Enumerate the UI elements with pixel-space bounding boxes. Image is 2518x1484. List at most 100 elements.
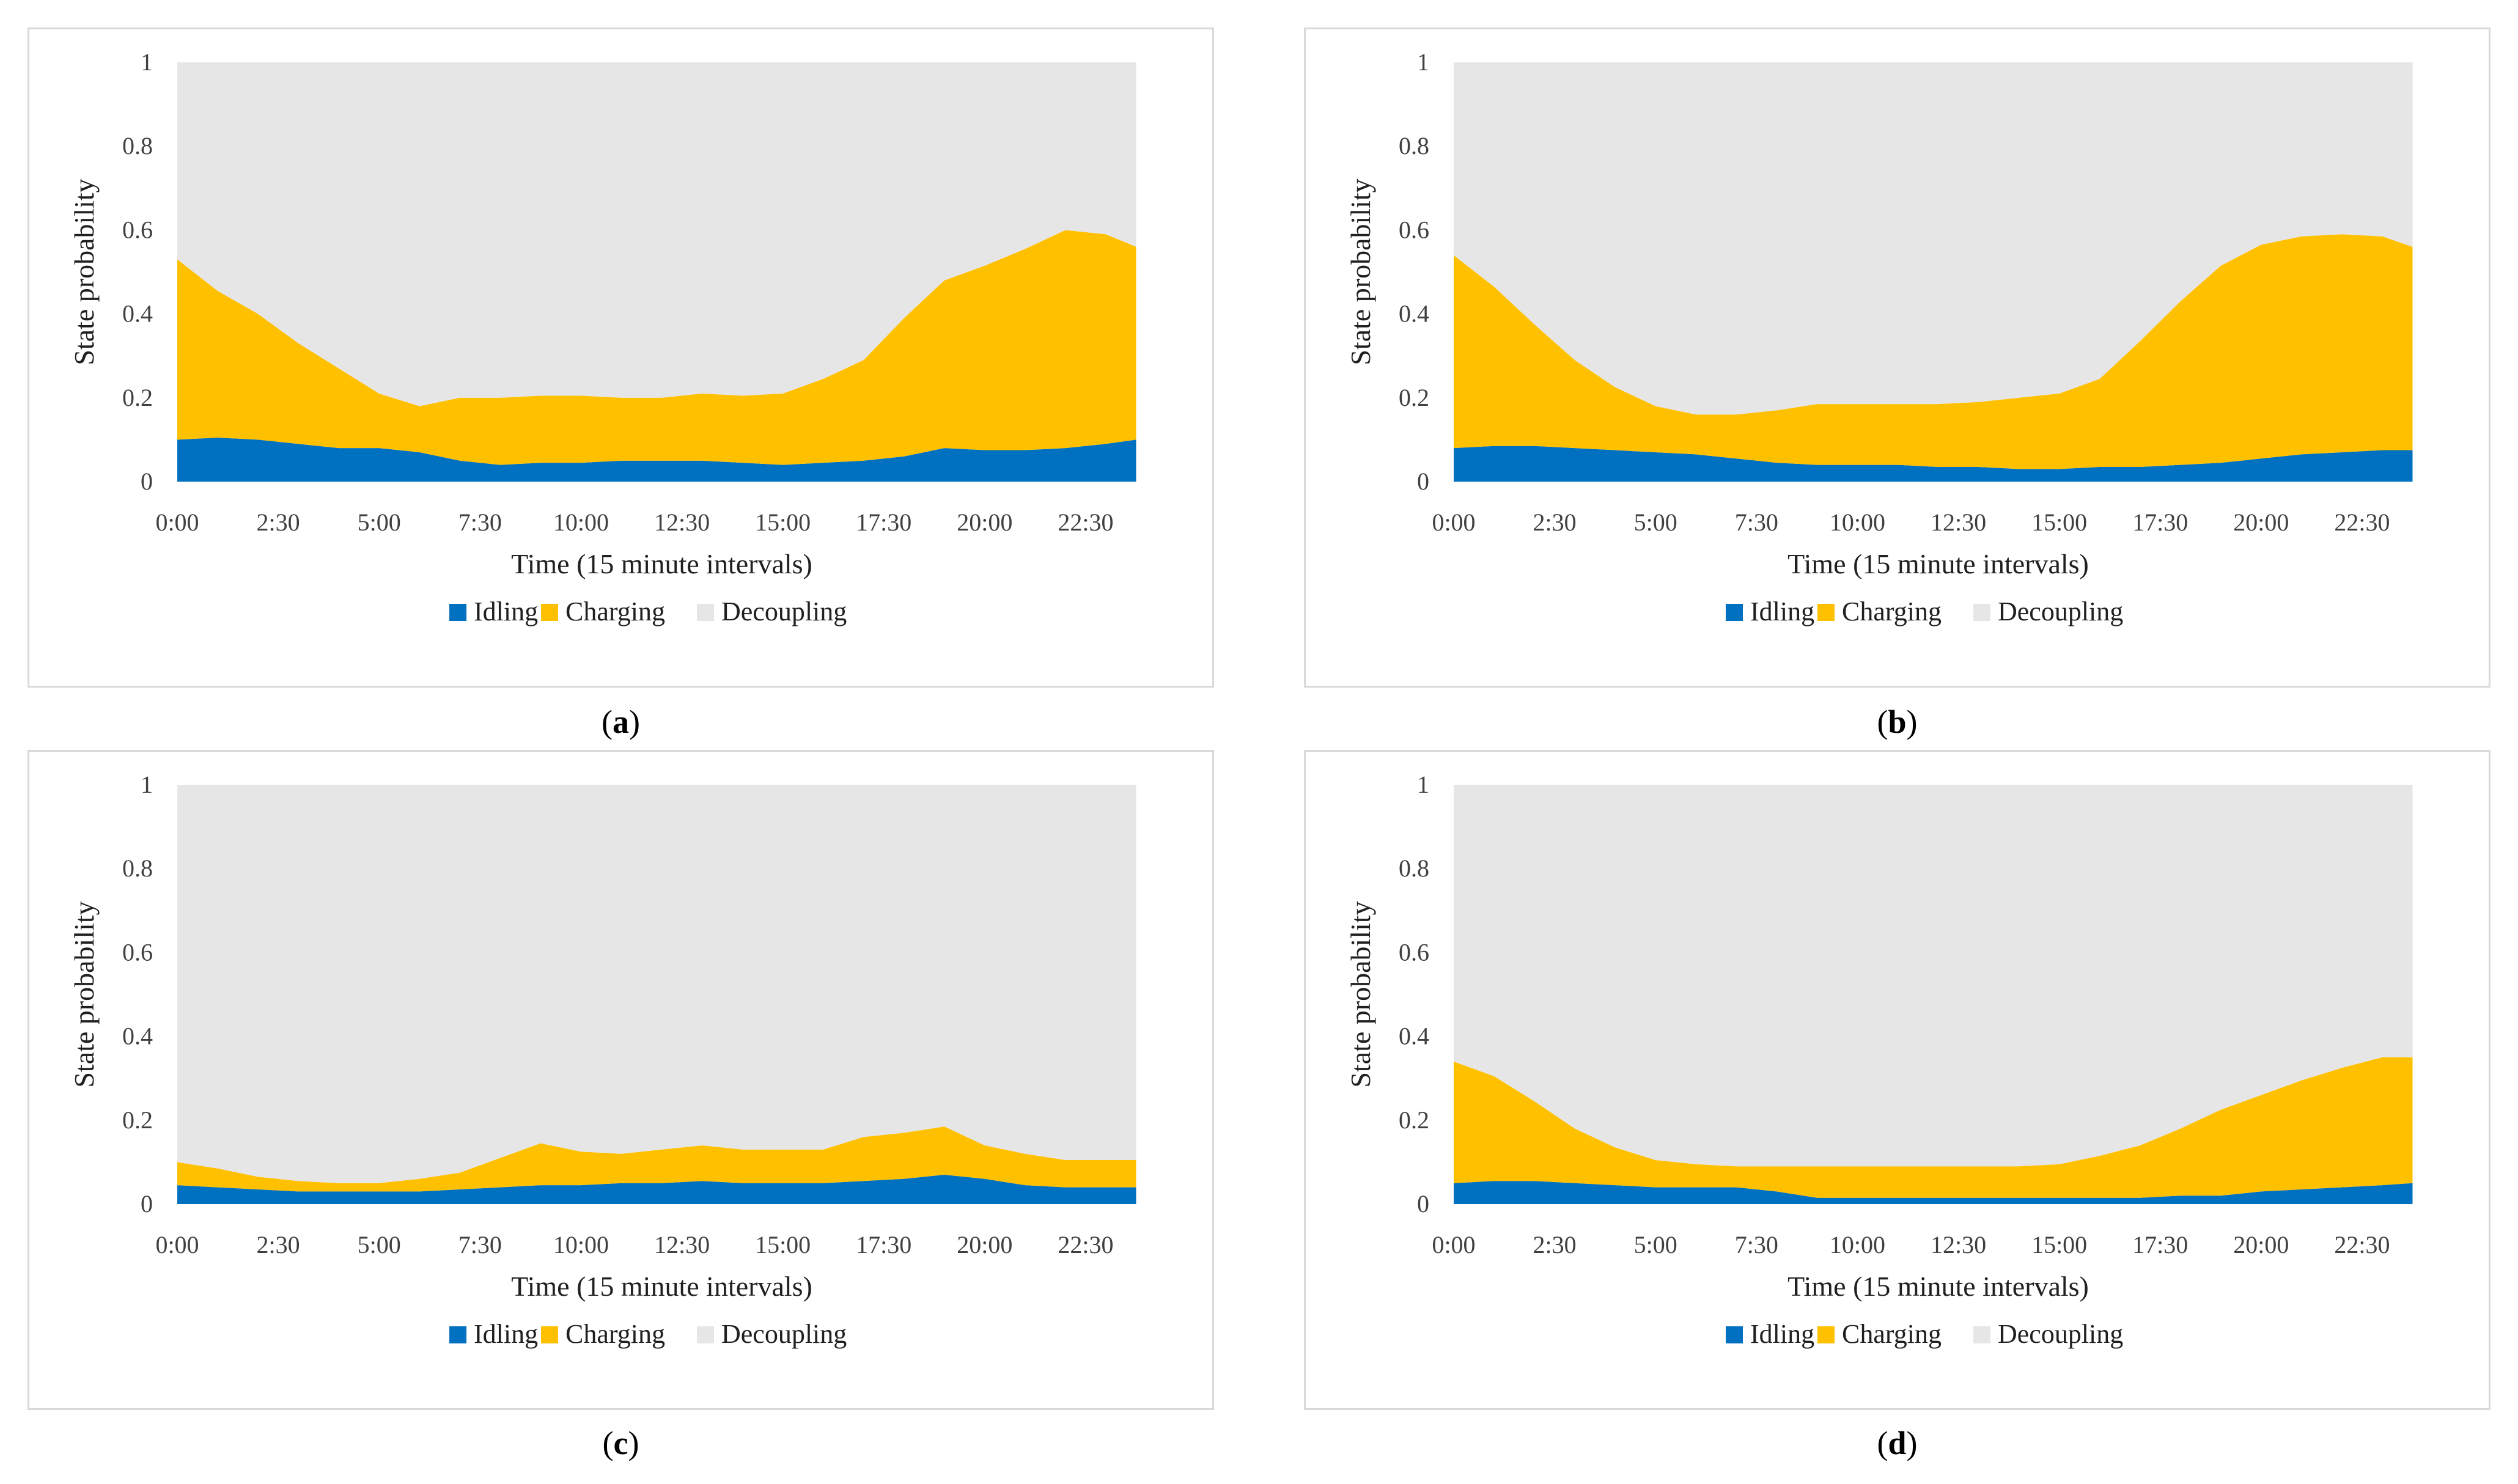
- y-tick-label: 0.6: [1399, 216, 1429, 243]
- y-tick-label: 0.8: [122, 132, 153, 160]
- x-tick-label: 12:30: [654, 1231, 710, 1258]
- x-tick-label: 12:30: [1931, 1231, 1986, 1258]
- legend-label-idling: Idling: [1750, 1319, 1814, 1349]
- y-tick-label: 0: [141, 468, 153, 495]
- x-tick-label: 15:00: [2031, 509, 2087, 536]
- area-decoupling: [177, 785, 1136, 1183]
- x-tick-label: 15:00: [755, 509, 811, 536]
- area-charging: [1454, 234, 2413, 469]
- y-axis-title: State probability: [68, 178, 100, 365]
- legend-label-decoupling: Decoupling: [721, 597, 847, 626]
- x-tick-label: 5:00: [358, 1231, 401, 1258]
- legend-swatch-charging: [541, 604, 558, 621]
- x-tick-label: 20:00: [2233, 509, 2289, 536]
- y-tick-label: 1: [1417, 48, 1429, 76]
- x-axis-title: Time (15 minute intervals): [1787, 1271, 2089, 1302]
- y-tick-label: 0: [1417, 1190, 1429, 1218]
- legend-label-decoupling: Decoupling: [721, 1319, 847, 1349]
- legend-label-charging: Charging: [1842, 1319, 1942, 1349]
- y-tick-label: 0.8: [1399, 132, 1429, 160]
- y-tick-label: 0.4: [122, 300, 153, 328]
- x-tick-label: 7:30: [458, 509, 502, 536]
- caption-letter-a: a: [613, 703, 629, 740]
- y-tick-label: 1: [1417, 771, 1429, 798]
- x-axis-title: Time (15 minute intervals): [511, 1271, 812, 1302]
- x-tick-label: 15:00: [755, 1231, 811, 1258]
- x-tick-label: 20:00: [957, 1231, 1012, 1258]
- x-tick-label: 0:00: [155, 1231, 199, 1258]
- area-idling: [177, 438, 1136, 482]
- caption-letter-c: c: [613, 1425, 628, 1461]
- area-idling: [1454, 446, 2413, 482]
- x-tick-label: 22:30: [1058, 509, 1113, 536]
- y-tick-label: 0.4: [1399, 300, 1429, 328]
- x-tick-label: 5:00: [358, 509, 401, 536]
- legend-label-idling: Idling: [474, 1319, 538, 1349]
- legend-label-decoupling: Decoupling: [1998, 1319, 2123, 1349]
- x-tick-label: 7:30: [1735, 1231, 1778, 1258]
- x-tick-label: 2:30: [1533, 509, 1577, 536]
- y-tick-label: 0.4: [1399, 1023, 1429, 1050]
- x-tick-label: 7:30: [458, 1231, 502, 1258]
- chart-panel-b: 0 0.2 0.4 0.6 0.8 1 0:00 2:30 5:00 7:30 10:00 12:30…: [1304, 28, 2490, 688]
- x-tick-label: 10:00: [1830, 1231, 1885, 1258]
- x-tick-label: 5:00: [1634, 509, 1677, 536]
- chart-panel-a: 0 0.2 0.4 0.6 0.8 1 0:00 2:30 5:00 7:30 10:00 12:30…: [28, 28, 1214, 688]
- y-tick-label: 1: [141, 48, 153, 76]
- area-idling: [177, 1175, 1136, 1204]
- area-charging: [177, 1126, 1136, 1192]
- chart-svg-c: 00.20.40.60.810:00 2:30 5:00 7:30 10:00 12:30…: [68, 771, 1136, 1349]
- x-tick-label: 12:30: [654, 509, 710, 536]
- legend-swatch-idling: [449, 1326, 466, 1343]
- x-tick-label: 0:00: [155, 509, 199, 536]
- legend-swatch-decoupling: [697, 1326, 714, 1343]
- legend-swatch-decoupling: [697, 604, 714, 621]
- chart-svg-d: 00.20.40.60.810:00 2:30 5:00 7:30 10:00 12:30…: [1345, 771, 2413, 1349]
- x-tick-label: 5:00: [1634, 1231, 1677, 1258]
- y-tick-label: 0.4: [122, 1023, 153, 1050]
- y-tick-label: 0: [1417, 468, 1429, 495]
- y-tick-label: 0.6: [122, 216, 153, 243]
- area-idling: [1454, 1181, 2413, 1204]
- chart-svg-b: 00.20.40.60.810:00 2:30 5:00 7:30 10:00 12:30…: [1345, 48, 2413, 626]
- legend-label-charging: Charging: [1842, 597, 1942, 626]
- x-axis-title: Time (15 minute intervals): [1787, 548, 2089, 579]
- legend-label-charging: Charging: [565, 1319, 665, 1349]
- legend-swatch-idling: [1726, 604, 1743, 621]
- y-tick-label: 0.8: [122, 854, 153, 882]
- caption-c: (c): [602, 1425, 639, 1461]
- y-tick-label: 1: [141, 771, 153, 798]
- y-tick-label: 0.2: [1399, 1106, 1429, 1134]
- area-charging: [1454, 1057, 2413, 1198]
- x-tick-label: 22:30: [2334, 509, 2390, 536]
- y-axis-title: State probability: [1345, 178, 1376, 365]
- y-axis-title: State probability: [68, 901, 100, 1087]
- x-tick-label: 7:30: [1735, 509, 1778, 536]
- legend-swatch-charging: [1817, 1326, 1835, 1343]
- x-tick-label: 17:30: [856, 509, 911, 536]
- x-tick-label: 20:00: [957, 509, 1012, 536]
- legend-swatch-decoupling: [1973, 1326, 1990, 1343]
- x-tick-label: 17:30: [2132, 1231, 2188, 1258]
- x-tick-label: 22:30: [2334, 1231, 2390, 1258]
- caption-letter-b: b: [1888, 703, 1907, 740]
- x-tick-label: 2:30: [257, 509, 300, 536]
- x-tick-label: 10:00: [553, 509, 609, 536]
- x-tick-label: 17:30: [2132, 509, 2188, 536]
- area-decoupling: [177, 62, 1136, 406]
- caption-b: (b): [1877, 703, 1918, 740]
- chart-panel-c: 0 0.2 0.4 0.6 0.8 1 0:00 2:30 5:00 7:30 10:00 12:30…: [28, 750, 1214, 1410]
- x-tick-label: 15:00: [2031, 1231, 2087, 1258]
- y-tick-label: 0: [141, 1190, 153, 1218]
- caption-a: (a): [602, 703, 640, 740]
- x-tick-label: 17:30: [856, 1231, 911, 1258]
- x-tick-label: 22:30: [1058, 1231, 1113, 1258]
- y-tick-label: 0.6: [1399, 938, 1429, 966]
- caption-d: (d): [1877, 1425, 1918, 1461]
- x-tick-label: 12:30: [1931, 509, 1986, 536]
- x-axis-title: Time (15 minute intervals): [511, 548, 812, 579]
- y-tick-label: 0.8: [1399, 854, 1429, 882]
- x-tick-label: 10:00: [1830, 509, 1885, 536]
- legend-swatch-idling: [1726, 1326, 1743, 1343]
- x-tick-label: 0:00: [1432, 509, 1475, 536]
